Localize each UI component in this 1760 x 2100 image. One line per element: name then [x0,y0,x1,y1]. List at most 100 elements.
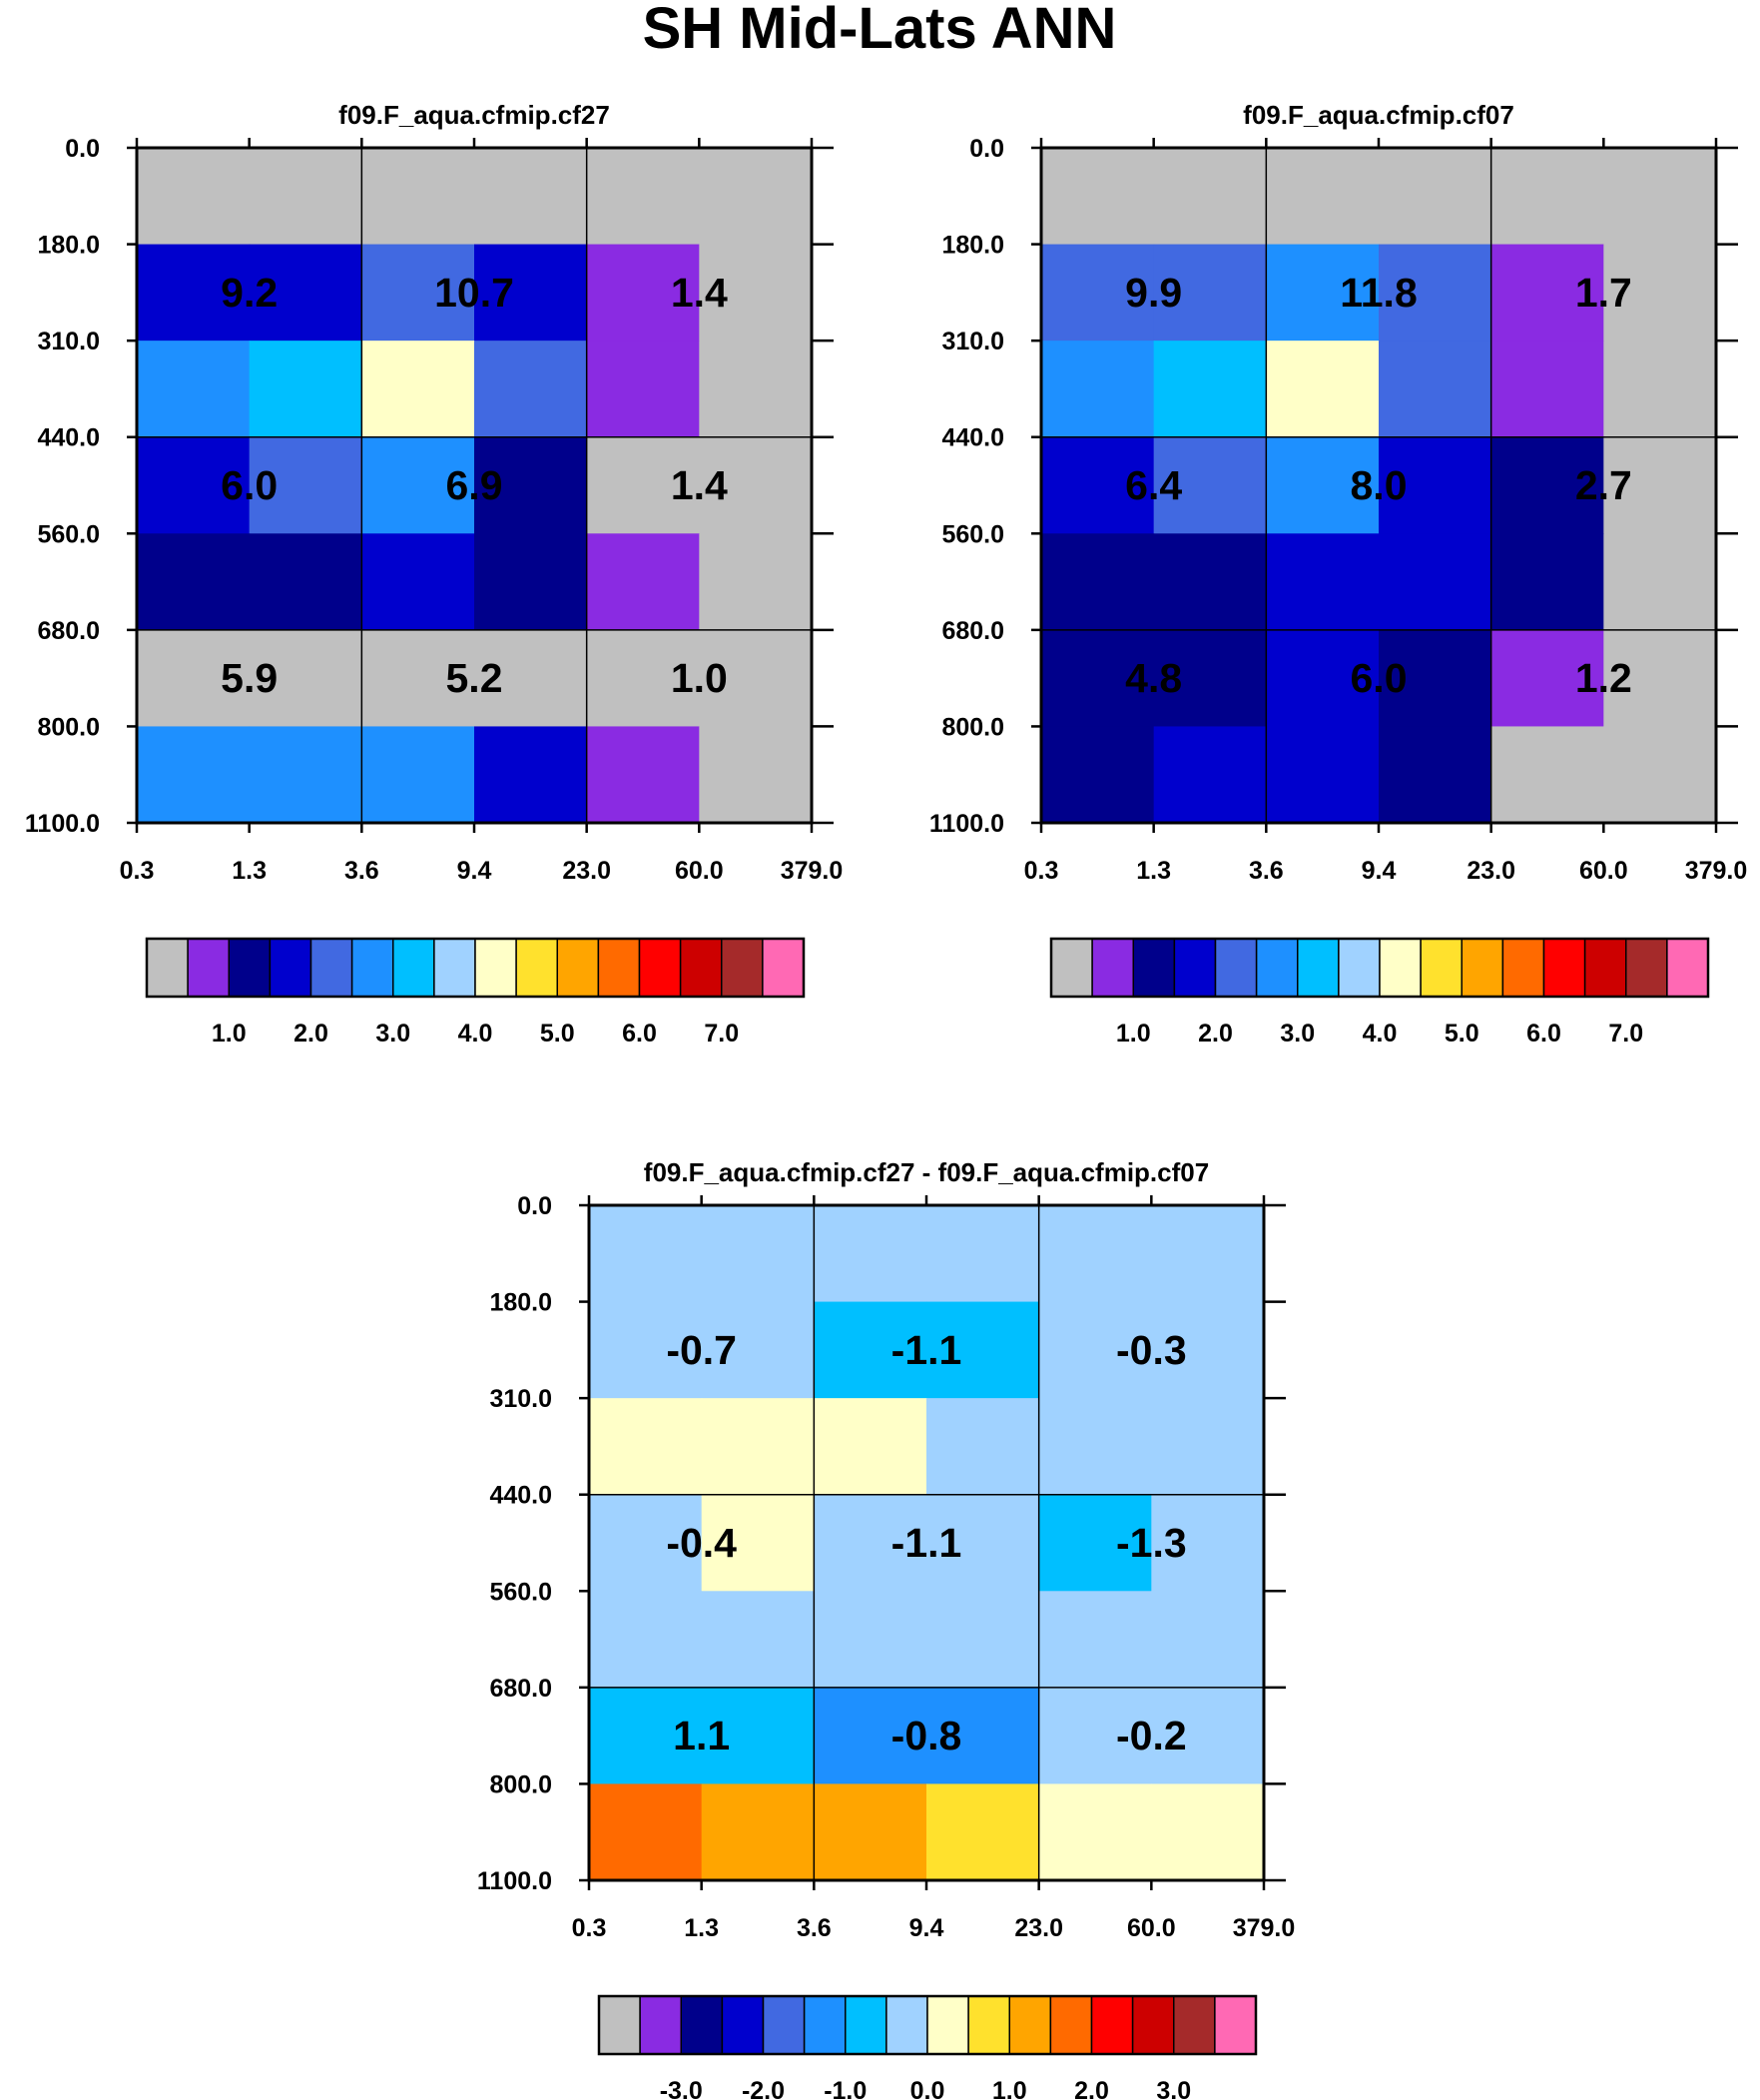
heatmap-cell [699,629,813,728]
cell-value-label: 1.4 [671,270,728,316]
panel-3: f09.F_aqua.cfmip.cf27 - f09.F_aqua.cfmip… [477,1157,1295,2100]
heatmap-cell [1490,436,1604,534]
heatmap-cell [1153,244,1267,342]
heatmap-cell [1266,436,1380,534]
heatmap-cell [701,1398,815,1496]
colorbar-swatch [845,1995,887,2055]
colorbar-swatch [598,1995,641,2055]
heatmap-cell [699,726,813,824]
x-tick-label: 1.3 [684,1914,719,1942]
heatmap-cell [1151,1301,1265,1399]
colorbar-swatch [1542,938,1586,998]
heatmap-cell [926,1783,1040,1881]
colorbar-swatch [1132,938,1176,998]
colorbar-swatch [1173,938,1217,998]
heatmap-cell [474,244,588,342]
cell-value-label: -1.3 [1116,1520,1187,1566]
heatmap-cell [1379,629,1492,728]
colorbar-swatch [639,1995,682,2055]
heatmap-cell [701,1494,815,1592]
colorbar-swatch [392,938,435,998]
x-tick-label: 1.3 [1136,857,1171,885]
y-tick-label: 180.0 [37,232,100,260]
y-tick-label: 560.0 [941,520,1004,548]
heatmap-cell [1379,148,1492,246]
heatmap-cell [1153,533,1267,631]
heatmap-cell [1490,148,1604,246]
panel-title: f09.F_aqua.cfmip.cf07 [1243,100,1514,130]
colorbar-label: -2.0 [742,2077,785,2100]
heatmap-cell [1041,341,1155,438]
x-tick-label: 0.3 [1024,857,1059,885]
y-tick-label: 0.0 [517,1192,552,1220]
cell-value-label: 1.2 [1575,655,1632,701]
heatmap-cell [926,1301,1040,1399]
heatmap-cell [926,1591,1040,1689]
colorbar-label: 0.0 [910,2077,945,2100]
heatmap-cell [1379,341,1492,438]
y-tick-label: 440.0 [941,424,1004,452]
heatmap-cell [137,341,251,438]
heatmap-cell [1490,244,1604,342]
panel-title: f09.F_aqua.cfmip.cf27 [338,100,610,130]
colorbar-swatch [1501,938,1545,998]
heatmap-cell [474,436,588,534]
heatmap-cell [926,1687,1040,1785]
heatmap-cell [1490,341,1604,438]
colorbar-label: 4.0 [1363,1020,1398,1048]
colorbar-label: 3.0 [1156,2077,1191,2100]
heatmap-cell [249,629,362,728]
heatmap-cell [1151,1398,1265,1496]
heatmap-cell [699,436,813,534]
heatmap-cell [474,148,588,246]
colorbar-swatch [1173,1995,1216,2055]
colorbar-frame [145,937,806,999]
colorbar-swatch [228,938,272,998]
heatmap-cell [361,533,475,631]
colorbar-label: 1.0 [1116,1020,1151,1048]
panel-2: f09.F_aqua.cfmip.cf07 0.3 1.3 3.6 9.4 23.0 60.… [929,100,1747,1048]
heatmap-cell [1041,726,1155,824]
cell-value-label: 2.7 [1575,462,1632,508]
heatmap-cell [137,436,251,534]
heatmap-cell [1038,1783,1152,1881]
heatmap-cell [1490,533,1604,631]
heatmap-cell [589,1783,703,1881]
heatmap-cell [814,1591,927,1689]
x-tick-label: 23.0 [1467,857,1515,885]
colorbar-swatch [1131,1995,1175,2055]
heatmap-cell [361,436,475,534]
cell-value-label: 1.0 [671,655,728,701]
colorbar-swatch [474,938,517,998]
heatmap-cell [1379,533,1492,631]
y-tick-label: 800.0 [37,713,100,741]
y-tick-label: 0.0 [969,135,1004,163]
colorbar-label: -1.0 [824,2077,867,2100]
heatmap-cell [474,726,588,824]
heatmap-cell [589,1591,703,1689]
heatmap-cell [1151,1687,1265,1785]
colorbar-label: 1.0 [992,2077,1027,2100]
heatmap-cell [814,1494,927,1592]
heatmap-cell [814,1205,927,1303]
heatmap-cell [589,1301,703,1399]
y-tick-label: 680.0 [489,1675,552,1703]
heatmap-cell [361,148,475,246]
cell-value-label: 11.8 [1340,270,1418,316]
heatmap-cell [926,1205,1040,1303]
colorbar-frame [1049,937,1710,999]
colorbar-swatch [1583,938,1627,998]
panel-1: f09.F_aqua.cfmip.cf27 0.3 1.3 3.6 9.4 23.0 60.… [25,100,843,1048]
y-tick-label: 800.0 [941,713,1004,741]
y-tick-label: 560.0 [37,520,100,548]
y-tick-label: 800.0 [489,1770,552,1798]
x-tick-label: 9.4 [1362,857,1397,885]
colorbar-swatch [1625,938,1668,998]
heatmap-cell [586,341,700,438]
heatmap-cell [137,244,251,342]
heatmap-cell [1266,629,1380,728]
x-tick-label: 379.0 [781,857,844,885]
colorbar-swatch [1090,1995,1134,2055]
heatmap-cell [814,1687,927,1785]
colorbar-swatch [679,938,723,998]
